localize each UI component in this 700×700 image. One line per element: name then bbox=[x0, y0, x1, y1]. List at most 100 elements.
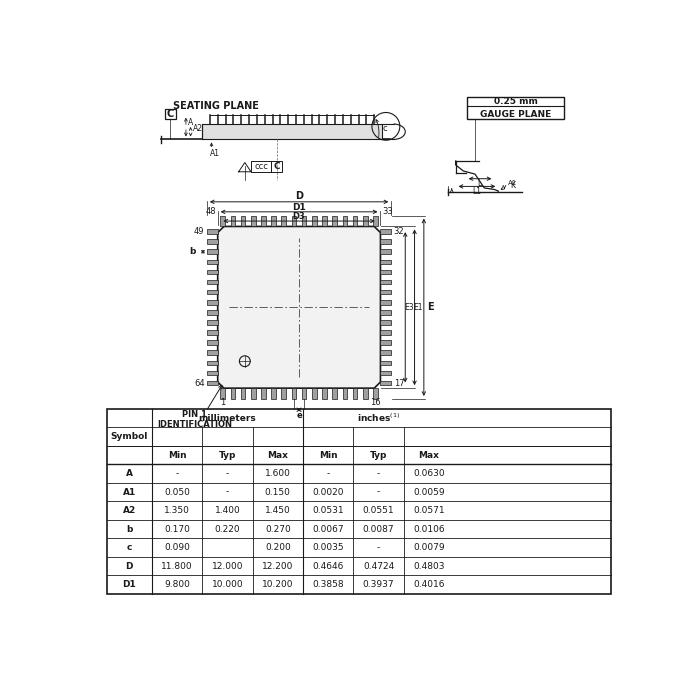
Bar bbox=[207, 310, 218, 315]
Text: 16: 16 bbox=[370, 398, 381, 407]
Bar bbox=[272, 216, 276, 227]
Text: A2: A2 bbox=[193, 124, 203, 133]
Text: K: K bbox=[510, 181, 515, 190]
Text: c: c bbox=[127, 543, 132, 552]
Text: A: A bbox=[188, 118, 193, 127]
Text: -: - bbox=[377, 469, 380, 478]
Bar bbox=[342, 216, 347, 227]
Bar bbox=[381, 360, 391, 365]
Bar bbox=[322, 388, 327, 399]
Bar bbox=[207, 381, 218, 386]
Text: -: - bbox=[377, 543, 380, 552]
Text: 10.000: 10.000 bbox=[211, 580, 243, 589]
Text: PIN 1
IDENTIFICATION: PIN 1 IDENTIFICATION bbox=[157, 410, 232, 429]
Bar bbox=[271, 161, 282, 172]
Bar bbox=[353, 216, 357, 227]
Text: 1.600: 1.600 bbox=[265, 469, 290, 478]
Text: 0.3858: 0.3858 bbox=[312, 580, 344, 589]
Bar bbox=[207, 351, 218, 355]
Text: 0.4803: 0.4803 bbox=[413, 561, 444, 570]
Text: 0.25 mm: 0.25 mm bbox=[494, 97, 538, 106]
Text: 1.450: 1.450 bbox=[265, 506, 290, 515]
Text: e: e bbox=[296, 411, 302, 419]
Bar bbox=[381, 280, 391, 284]
Bar bbox=[261, 388, 266, 399]
Bar bbox=[381, 229, 391, 234]
Text: C: C bbox=[167, 109, 174, 119]
Bar bbox=[381, 340, 391, 345]
Text: 1.400: 1.400 bbox=[214, 506, 240, 515]
Bar bbox=[261, 216, 266, 227]
Text: b: b bbox=[126, 524, 132, 533]
Bar bbox=[207, 371, 218, 375]
Text: 0.4724: 0.4724 bbox=[363, 561, 394, 570]
Bar bbox=[207, 330, 218, 335]
Bar bbox=[342, 388, 347, 399]
Bar bbox=[381, 260, 391, 264]
Bar bbox=[381, 290, 391, 295]
Text: 0.270: 0.270 bbox=[265, 524, 290, 533]
Text: 49: 49 bbox=[194, 227, 204, 236]
Text: 0.0067: 0.0067 bbox=[312, 524, 344, 533]
Bar bbox=[230, 388, 235, 399]
Bar bbox=[230, 216, 235, 227]
Bar bbox=[302, 388, 307, 399]
Text: C: C bbox=[273, 162, 280, 171]
Text: 0.0035: 0.0035 bbox=[312, 543, 344, 552]
Text: A2: A2 bbox=[122, 506, 136, 515]
Text: L1: L1 bbox=[472, 188, 481, 196]
Text: 0.0059: 0.0059 bbox=[413, 488, 444, 496]
Bar bbox=[381, 310, 391, 315]
Bar bbox=[381, 270, 391, 274]
Text: Typ: Typ bbox=[370, 451, 387, 460]
Bar bbox=[373, 216, 378, 227]
Bar bbox=[202, 124, 382, 139]
Bar bbox=[207, 300, 218, 304]
Text: 1: 1 bbox=[220, 398, 225, 407]
Bar bbox=[363, 388, 368, 399]
Text: D: D bbox=[295, 191, 303, 202]
Bar bbox=[207, 320, 218, 325]
Text: b: b bbox=[190, 247, 196, 256]
Bar bbox=[165, 109, 176, 118]
Text: 0.200: 0.200 bbox=[265, 543, 290, 552]
Text: E1: E1 bbox=[414, 303, 424, 312]
Bar bbox=[251, 216, 256, 227]
Text: A1: A1 bbox=[508, 180, 517, 186]
Text: -: - bbox=[326, 469, 330, 478]
Bar bbox=[381, 239, 391, 244]
Bar bbox=[207, 260, 218, 264]
Text: 0.0531: 0.0531 bbox=[312, 506, 344, 515]
Text: 64: 64 bbox=[194, 379, 204, 388]
Text: D3: D3 bbox=[293, 212, 305, 221]
Bar bbox=[107, 409, 610, 594]
Bar bbox=[381, 300, 391, 304]
Text: ccc: ccc bbox=[254, 162, 268, 171]
Text: 0.170: 0.170 bbox=[164, 524, 190, 533]
Bar bbox=[381, 249, 391, 254]
Bar bbox=[251, 161, 271, 172]
Bar bbox=[302, 216, 307, 227]
Text: c: c bbox=[382, 124, 386, 133]
Bar bbox=[312, 216, 316, 227]
Bar bbox=[207, 340, 218, 345]
Text: -: - bbox=[377, 488, 380, 496]
Text: D1: D1 bbox=[122, 580, 136, 589]
Text: 0.0079: 0.0079 bbox=[413, 543, 444, 552]
Text: 0.050: 0.050 bbox=[164, 488, 190, 496]
Bar bbox=[207, 249, 218, 254]
Text: 0.0551: 0.0551 bbox=[363, 506, 394, 515]
Bar bbox=[207, 290, 218, 295]
Text: 0.0571: 0.0571 bbox=[413, 506, 444, 515]
Bar bbox=[220, 388, 225, 399]
Bar bbox=[381, 320, 391, 325]
Text: E: E bbox=[427, 302, 433, 312]
Bar bbox=[207, 270, 218, 274]
Text: 1.350: 1.350 bbox=[164, 506, 190, 515]
Text: 10.200: 10.200 bbox=[262, 580, 293, 589]
Bar bbox=[241, 216, 246, 227]
Text: D: D bbox=[125, 561, 133, 570]
Text: 33: 33 bbox=[382, 207, 393, 216]
Text: GAUGE PLANE: GAUGE PLANE bbox=[480, 109, 552, 118]
Text: 12.000: 12.000 bbox=[211, 561, 243, 570]
